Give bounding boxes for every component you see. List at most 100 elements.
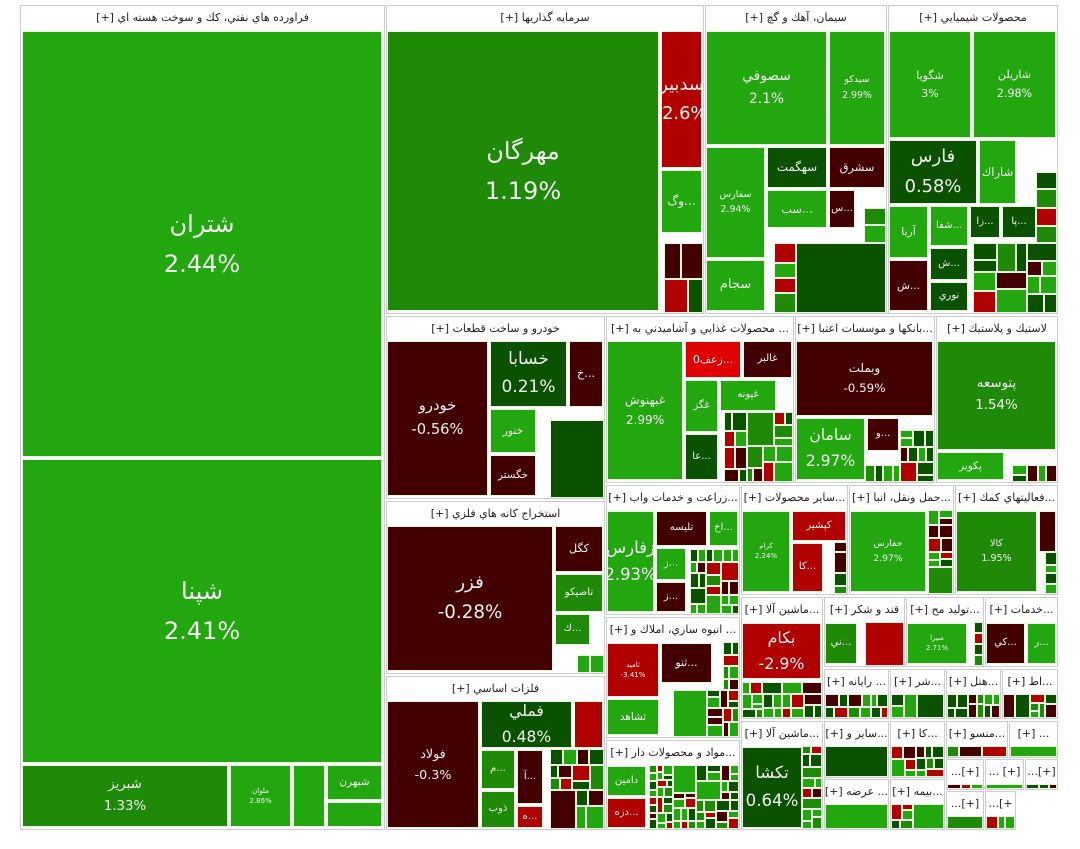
treemap-tile[interactable]: [721, 765, 730, 781]
treemap-tile[interactable]: [796, 243, 886, 313]
treemap-tile[interactable]: [664, 787, 673, 797]
treemap-tile[interactable]: [742, 709, 756, 718]
treemap-tile[interactable]: [996, 272, 1027, 289]
treemap-tile[interactable]: [706, 586, 721, 595]
treemap-tile[interactable]: [657, 772, 663, 780]
stock-tile[interactable]: غالبر: [743, 341, 792, 378]
treemap-tile[interactable]: [900, 462, 917, 482]
treemap-tile[interactable]: [860, 707, 871, 718]
treemap-tile[interactable]: [774, 263, 796, 278]
sector-title[interactable]: قند و شكر [+]: [829, 603, 900, 616]
treemap-tile[interactable]: [696, 765, 707, 781]
treemap-tile[interactable]: [724, 431, 735, 447]
treemap-tile[interactable]: [940, 552, 953, 559]
treemap-tile[interactable]: [1026, 784, 1039, 789]
treemap-tile[interactable]: [900, 430, 913, 438]
treemap-tile[interactable]: [941, 538, 953, 552]
treemap-tile[interactable]: [926, 769, 944, 777]
treemap-tile[interactable]: [688, 808, 696, 821]
sector-title[interactable]: ...فعاليتهاي كمك [+]: [957, 491, 1056, 504]
treemap-tile[interactable]: [947, 816, 983, 829]
stock-tile[interactable]: دامين: [607, 766, 646, 796]
treemap-tile[interactable]: [681, 808, 688, 821]
treemap-tile[interactable]: [673, 793, 685, 799]
treemap-tile[interactable]: [716, 822, 728, 829]
treemap-tile[interactable]: [811, 746, 822, 754]
treemap-tile[interactable]: [713, 549, 723, 562]
treemap-tile[interactable]: [891, 820, 900, 829]
sector-title[interactable]: ...بيمه [+]: [892, 785, 943, 798]
treemap-tile[interactable]: [1030, 711, 1039, 718]
treemap-tile[interactable]: [688, 279, 703, 313]
treemap-tile[interactable]: [560, 778, 572, 790]
treemap-tile[interactable]: [1039, 703, 1045, 718]
treemap-tile[interactable]: [707, 772, 721, 781]
treemap-tile[interactable]: [802, 821, 812, 829]
treemap-tile[interactable]: [728, 818, 739, 829]
sector-title[interactable]: [+]...: [950, 797, 980, 810]
treemap-tile[interactable]: [690, 573, 699, 588]
treemap-tile[interactable]: [1036, 189, 1057, 208]
stock-tile[interactable]: شپنا 2.41%: [22, 459, 382, 763]
stock-tile[interactable]: ...پا: [1002, 206, 1036, 238]
treemap-tile[interactable]: [572, 781, 590, 790]
treemap-tile[interactable]: [588, 790, 604, 806]
treemap-tile[interactable]: [753, 468, 763, 482]
stock-tile[interactable]: ...ك: [555, 614, 590, 645]
treemap-tile[interactable]: [1045, 565, 1057, 573]
stock-tile[interactable]: شبريز 1.33%: [22, 765, 228, 827]
treemap-tile[interactable]: [673, 690, 707, 737]
treemap-tile[interactable]: [802, 798, 822, 809]
treemap-tile[interactable]: [666, 822, 673, 829]
treemap-tile[interactable]: [917, 694, 944, 718]
treemap-tile[interactable]: [891, 746, 903, 759]
treemap-tile[interactable]: [864, 225, 886, 243]
sector-title[interactable]: ...ماشين آلا [+]: [744, 603, 820, 616]
stock-tile[interactable]: سشرق: [829, 147, 885, 188]
treemap-tile[interactable]: [939, 525, 953, 538]
treemap-tile[interactable]: [974, 655, 983, 666]
treemap-tile[interactable]: [728, 690, 739, 701]
treemap-tile[interactable]: [742, 694, 752, 709]
treemap-tile[interactable]: [959, 746, 982, 757]
treemap-tile[interactable]: [1015, 694, 1030, 718]
treemap-tile[interactable]: [707, 765, 721, 772]
treemap-tile[interactable]: [673, 821, 681, 829]
treemap-tile[interactable]: [649, 797, 657, 805]
stock-tile[interactable]: فولاد -0.3%: [387, 701, 479, 828]
treemap-tile[interactable]: [750, 682, 762, 694]
treemap-tile[interactable]: [705, 818, 716, 829]
treemap-tile[interactable]: [902, 810, 913, 820]
stock-tile[interactable]: تليسه: [656, 511, 707, 546]
treemap-tile[interactable]: [657, 797, 663, 813]
treemap-tile[interactable]: [657, 765, 663, 772]
treemap-tile[interactable]: [839, 694, 848, 707]
treemap-tile[interactable]: [706, 562, 721, 575]
treemap-tile[interactable]: [729, 722, 739, 737]
treemap-tile[interactable]: [1027, 243, 1057, 261]
treemap-tile[interactable]: [903, 746, 916, 759]
treemap-tile[interactable]: [974, 633, 983, 644]
treemap-tile[interactable]: [705, 812, 716, 818]
stock-tile[interactable]: تكشا 0.64%: [742, 747, 802, 828]
treemap-tile[interactable]: [848, 694, 862, 707]
sector-title[interactable]: [+]...: [950, 765, 980, 778]
stock-tile[interactable]: خنور: [490, 409, 536, 453]
sector-title[interactable]: ...ساير و [+]: [825, 727, 888, 740]
treemap-tile[interactable]: [939, 518, 953, 525]
stock-tile[interactable]: فزر -0.28%: [387, 526, 553, 671]
treemap-tile[interactable]: [791, 708, 804, 718]
stock-tile[interactable]: فملي 0.48%: [481, 701, 572, 748]
treemap-tile[interactable]: [732, 412, 747, 431]
treemap-tile[interactable]: [848, 707, 860, 718]
sector-title[interactable]: [+] ...: [988, 765, 1021, 778]
treemap-tile[interactable]: [657, 787, 664, 797]
treemap-tile[interactable]: [918, 447, 926, 462]
sector-title[interactable]: ...كا [+]: [897, 727, 938, 740]
treemap-tile[interactable]: [1027, 276, 1040, 294]
treemap-tile[interactable]: [776, 446, 793, 462]
stock-tile[interactable]: ...ر: [1027, 623, 1056, 664]
stock-tile[interactable]: زفارس 2.93%: [607, 511, 654, 612]
treemap-tile[interactable]: [590, 655, 604, 673]
treemap-tile[interactable]: [1036, 208, 1057, 226]
